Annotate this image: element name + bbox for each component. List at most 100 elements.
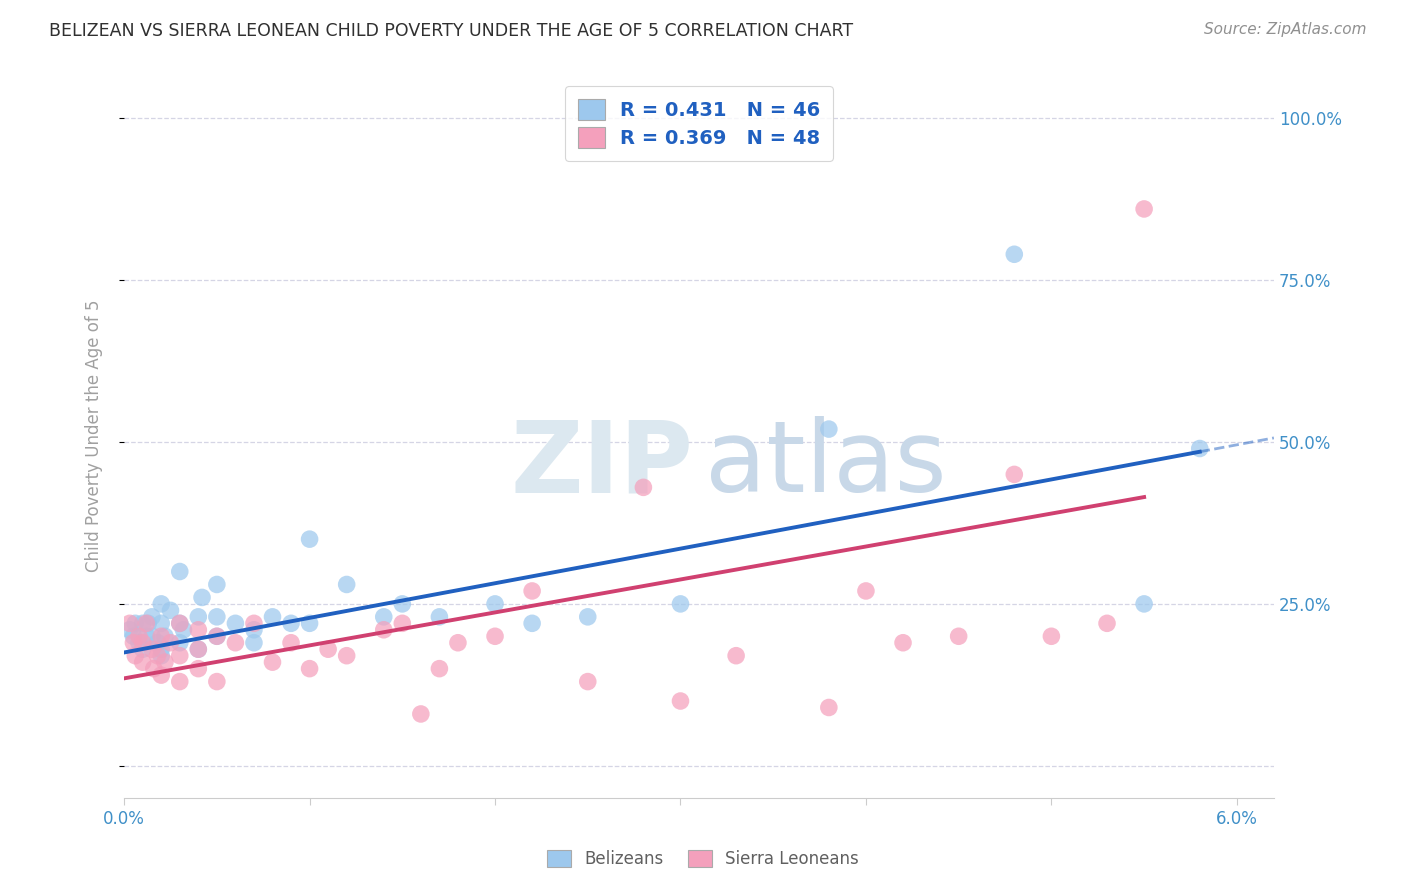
Y-axis label: Child Poverty Under the Age of 5: Child Poverty Under the Age of 5 [86, 300, 103, 572]
Point [169, 636, 191, 650]
Point [280, 616, 302, 631]
Point [576, 674, 599, 689]
Point [316, 642, 339, 657]
Legend: R = 0.431   N = 46, R = 0.369   N = 48: R = 0.431 N = 46, R = 0.369 N = 48 [565, 87, 834, 161]
Point [150, 648, 173, 663]
Point [131, 642, 153, 657]
Point [142, 662, 165, 676]
Legend: Belizeans, Sierra Leoneans: Belizeans, Sierra Leoneans [541, 843, 865, 875]
Point [205, 629, 228, 643]
Point [118, 616, 141, 631]
Point [150, 642, 173, 657]
Point [298, 616, 321, 631]
Point [669, 694, 692, 708]
Point [187, 642, 209, 657]
Point [153, 629, 176, 643]
Point [262, 610, 284, 624]
Point [135, 629, 157, 643]
Point [224, 616, 246, 631]
Point [146, 636, 169, 650]
Point [409, 706, 432, 721]
Point [187, 610, 209, 624]
Point [169, 674, 191, 689]
Point [205, 610, 228, 624]
Point [725, 648, 748, 663]
Point [122, 636, 145, 650]
Point [633, 480, 655, 494]
Point [131, 616, 153, 631]
Point [169, 565, 191, 579]
Point [243, 636, 266, 650]
Text: Source: ZipAtlas.com: Source: ZipAtlas.com [1204, 22, 1367, 37]
Point [818, 422, 841, 436]
Point [131, 636, 153, 650]
Point [136, 616, 159, 631]
Point [429, 610, 451, 624]
Point [141, 610, 163, 624]
Point [818, 700, 841, 714]
Point [124, 616, 146, 631]
Point [135, 616, 157, 631]
Point [1095, 616, 1118, 631]
Point [141, 629, 163, 643]
Point [520, 616, 543, 631]
Point [669, 597, 692, 611]
Point [298, 532, 321, 546]
Point [124, 648, 146, 663]
Point [429, 662, 451, 676]
Point [224, 636, 246, 650]
Point [150, 616, 173, 631]
Point [1188, 442, 1211, 456]
Point [150, 597, 173, 611]
Point [1002, 247, 1025, 261]
Point [187, 662, 209, 676]
Point [122, 629, 145, 643]
Point [128, 629, 150, 643]
Point [187, 642, 209, 657]
Text: atlas: atlas [704, 416, 946, 513]
Point [891, 636, 914, 650]
Point [131, 655, 153, 669]
Point [128, 636, 150, 650]
Point [520, 583, 543, 598]
Point [1040, 629, 1063, 643]
Point [1133, 597, 1156, 611]
Point [447, 636, 470, 650]
Point [948, 629, 970, 643]
Point [141, 642, 163, 657]
Point [205, 577, 228, 591]
Point [172, 623, 194, 637]
Point [150, 668, 173, 682]
Point [280, 636, 302, 650]
Point [576, 610, 599, 624]
Point [298, 662, 321, 676]
Point [391, 597, 413, 611]
Point [205, 674, 228, 689]
Point [159, 636, 181, 650]
Point [169, 616, 191, 631]
Point [1133, 202, 1156, 216]
Point [191, 591, 214, 605]
Point [262, 655, 284, 669]
Point [1002, 467, 1025, 482]
Point [146, 648, 169, 663]
Point [187, 623, 209, 637]
Point [373, 610, 395, 624]
Point [169, 616, 191, 631]
Point [391, 616, 413, 631]
Point [855, 583, 877, 598]
Point [484, 597, 506, 611]
Point [336, 577, 359, 591]
Point [205, 629, 228, 643]
Point [484, 629, 506, 643]
Point [243, 623, 266, 637]
Point [150, 629, 173, 643]
Text: BELIZEAN VS SIERRA LEONEAN CHILD POVERTY UNDER THE AGE OF 5 CORRELATION CHART: BELIZEAN VS SIERRA LEONEAN CHILD POVERTY… [49, 22, 853, 40]
Text: ZIP: ZIP [510, 416, 693, 513]
Point [336, 648, 359, 663]
Point [159, 603, 181, 617]
Point [243, 616, 266, 631]
Point [373, 623, 395, 637]
Point [169, 648, 191, 663]
Point [153, 655, 176, 669]
